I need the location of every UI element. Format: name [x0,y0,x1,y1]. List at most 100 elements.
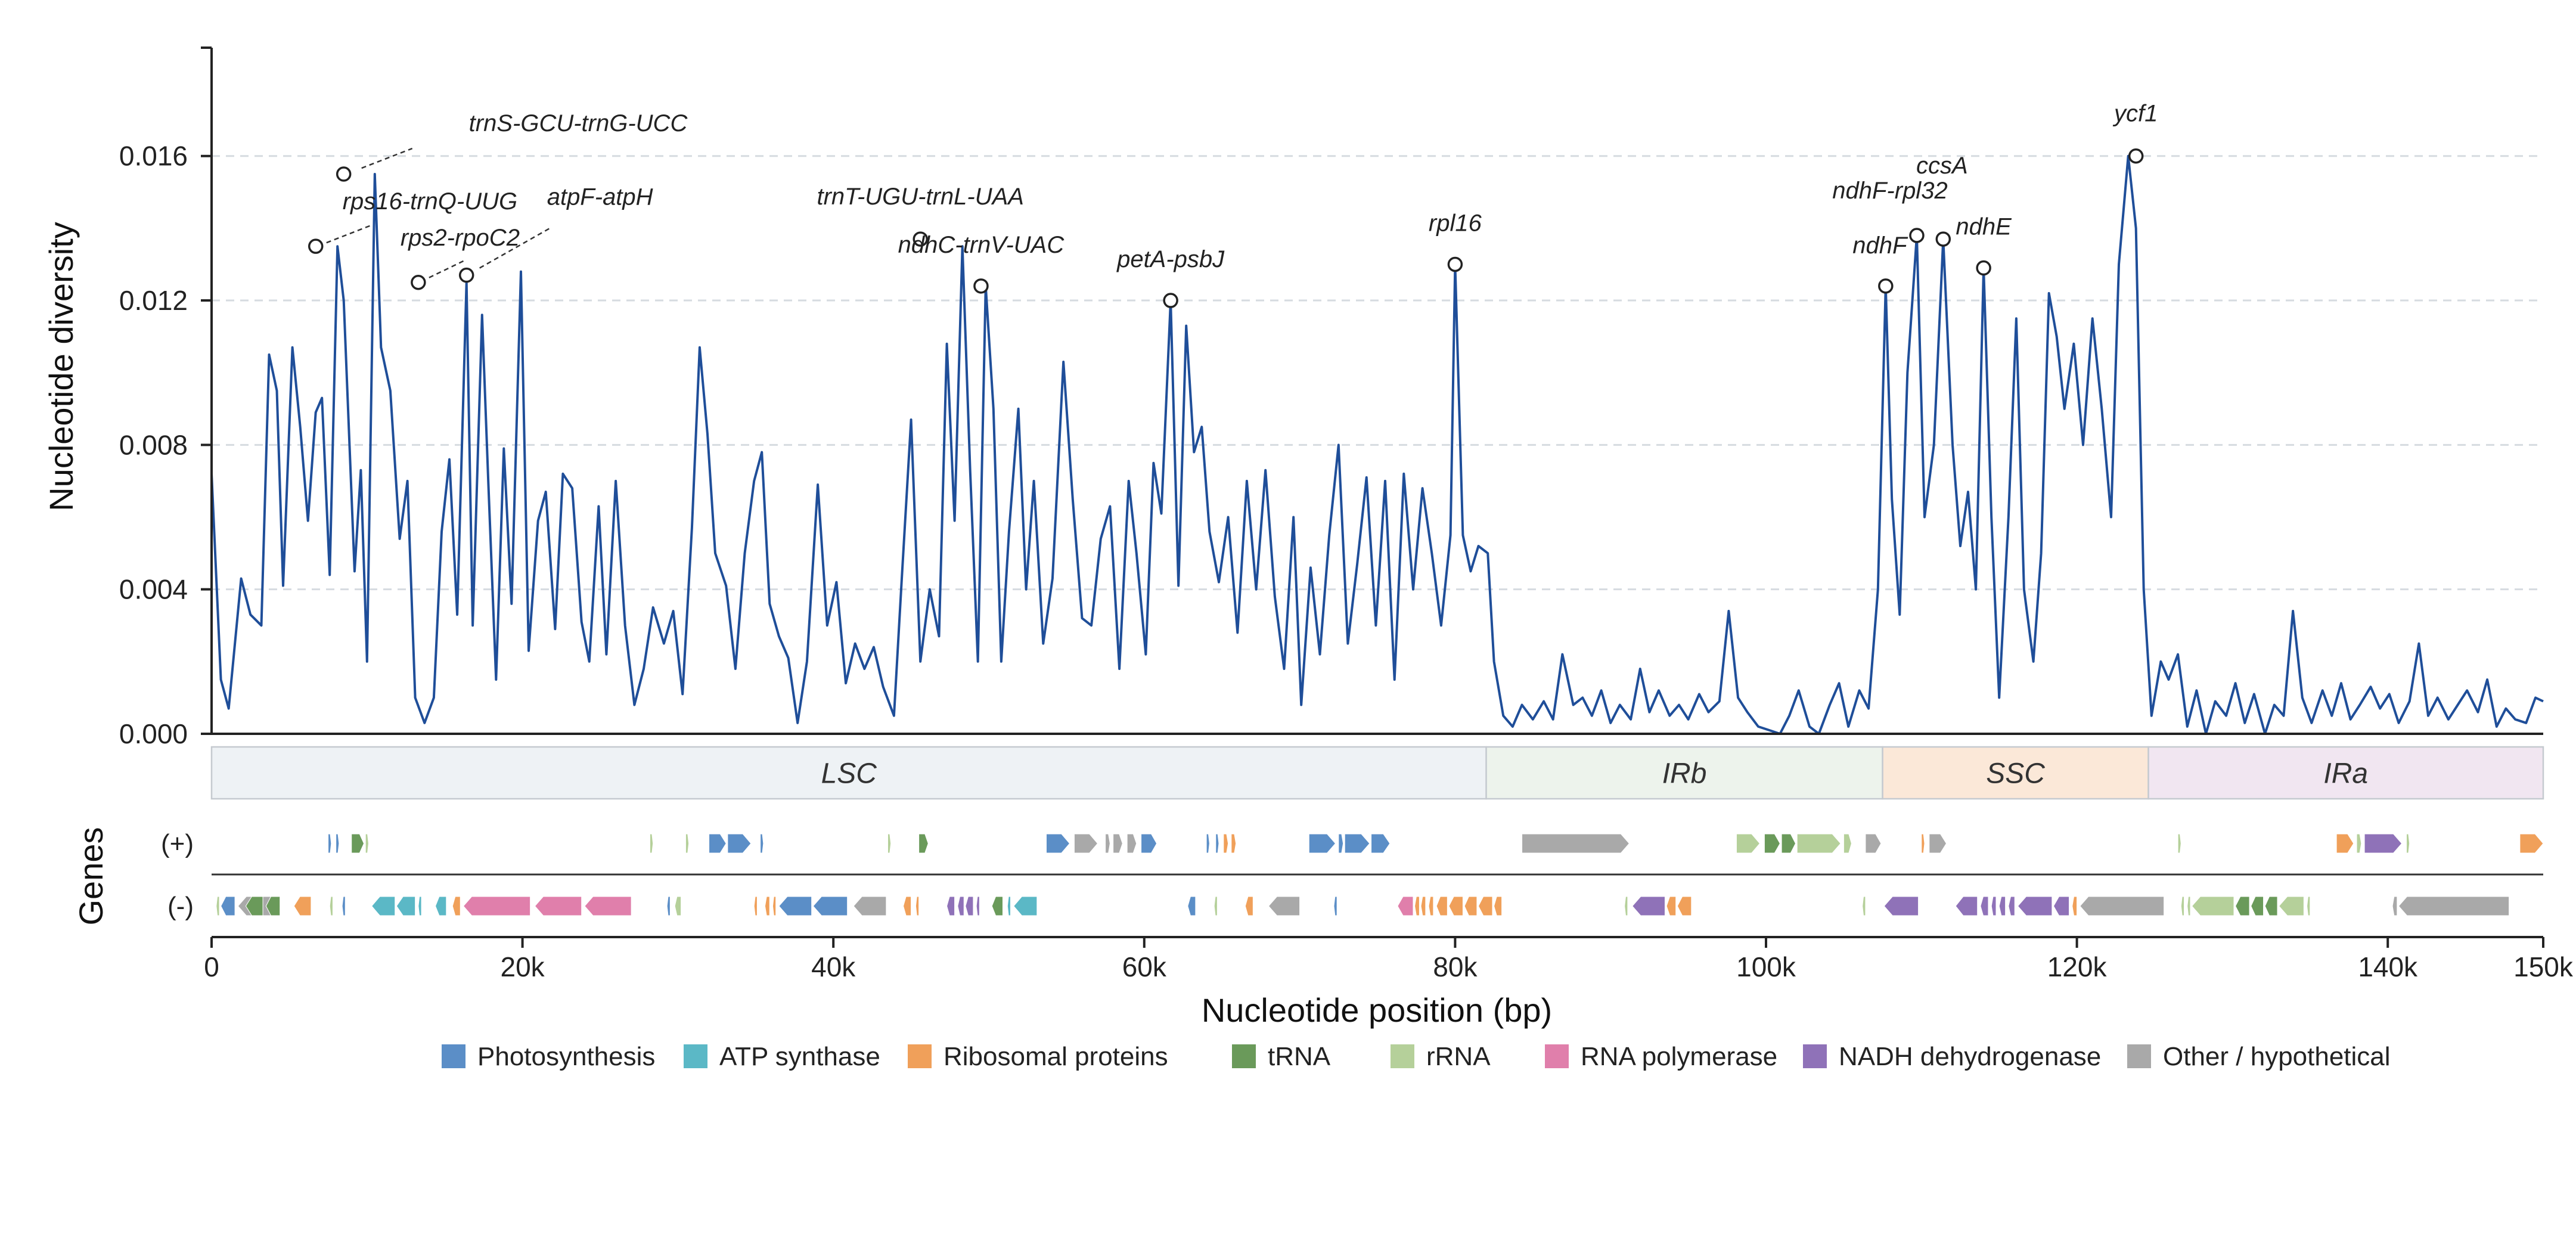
legend: Photosynthesis ATP synthase Ribosomal prot… [442,1042,2391,1071]
peak-marker [1976,260,1991,276]
gene-minus-strand [435,896,447,916]
region-label: IRa [2323,758,2368,790]
peak-label: ccsA [1916,153,1968,179]
gene-plus-strand [1371,833,1391,854]
gene-plus-strand [918,833,929,854]
x-tick-label: 140k [2358,951,2418,982]
legend-swatch [684,1044,707,1068]
gene-minus-strand [265,896,281,916]
x-tick-label: 0 [204,951,219,982]
peak-label: atpF-atpH [547,184,653,210]
gene-minus-strand [976,896,980,916]
gene-minus-strand [1998,896,2006,916]
gene-minus-strand [1991,896,1997,916]
gene-plus-strand [1344,833,1370,854]
region-block [1882,746,2149,800]
peak-leader-line [479,227,552,269]
gene-minus-strand [965,896,974,916]
region-bar: LSC IRb SSC IRa [210,746,2544,800]
gene-plus-strand [1231,833,1237,854]
legend-label: Photosynthesis [477,1042,655,1071]
gene-minus-strand [812,896,848,916]
gene-plus-strand [1045,833,1070,854]
gene-minus-strand [1420,896,1426,916]
strand-label-minus: (-) [167,892,194,921]
gene-plus-strand [2336,833,2354,854]
genes-track-title: Genes [72,827,110,926]
gene-plus-strand [1126,833,1137,854]
gene-plus-strand [2364,833,2403,854]
gene-minus-strand [1244,896,1253,916]
gene-tracks: (+) (-) [161,829,2544,921]
peak-marker [458,267,474,283]
gene-minus-strand [2235,896,2250,916]
gene-minus-strand [371,896,396,916]
peak-label: ndhF [1852,232,1908,259]
peak-marker [308,238,324,254]
gene-minus-strand [396,896,416,916]
peak-label: ndhE [1956,214,2012,240]
y-tick-label: 0.008 [119,429,188,460]
x-tick-label: 60k [1122,951,1167,982]
gene-minus-strand [1333,896,1337,916]
diversity-series-line [210,154,2544,735]
gene-minus-strand [764,896,770,916]
gene-minus-strand [915,896,920,916]
x-axis-title: Nucleotide position (bp) [1202,991,1552,1029]
gene-minus-strand [245,896,263,916]
peak-label: ndhF-rpl32 [1832,178,1947,204]
peak-annotations: trnS-GCU-trnG-UCC rps16-trnQ-UUG atpF-atpH… [308,101,2158,308]
x-tick-label: 80k [1433,951,1478,982]
legend-swatch [908,1044,932,1068]
gene-minus-strand [1980,896,1989,916]
gene-minus-strand [2191,896,2234,916]
gene-minus-strand [1632,896,1665,916]
gene-minus-strand [753,896,758,916]
gene-plus-strand [351,833,365,854]
gene-plus-strand [1522,833,1630,854]
gene-minus-strand [418,896,422,916]
y-tick-label: 0.016 [119,141,188,172]
x-tick-label: 40k [811,951,856,982]
legend-swatch [1232,1044,1256,1068]
gene-plus-strand [1215,833,1219,854]
gene-minus-strand [666,896,671,916]
peak-marker [411,275,426,290]
gene-minus-strand [584,896,632,916]
gene-minus-strand [2180,896,2185,916]
y-axis-title: Nucleotide diversity [42,222,80,511]
gene-plus-strand [2519,833,2544,854]
gene-plus-strand [1105,833,1110,854]
peak-label: rps16-trnQ-UUG [343,188,517,215]
gene-plus-strand [1206,833,1210,854]
gene-minus-strand [946,896,955,916]
legend-label: RNA polymerase [1581,1042,1777,1071]
gene-minus-strand [2053,896,2070,916]
peak-leader-line [361,147,413,169]
peak-marker [1163,293,1178,308]
legend-swatch [442,1044,465,1068]
region-label: IRb [1662,758,1707,790]
y-tick-label: 0.012 [119,285,188,316]
peak-label: ycf1 [2112,101,2158,127]
gene-plus-strand [336,833,340,854]
gene-minus-strand [2187,896,2191,916]
gene-plus-strand [760,833,764,854]
gene-plus-strand [1781,833,1796,854]
peak-label: petA-psbJ [1116,246,1225,272]
peak-marker [913,231,928,247]
gene-minus-strand [2392,896,2398,916]
x-tick-label: 150k [2513,951,2574,982]
gene-minus-strand [1666,896,1677,916]
region-block [210,746,1487,800]
axes: 0.000 0.004 0.008 0.012 0.016 0 20k 40k 60k 80k 10… [119,46,2574,982]
gene-minus-strand [2072,896,2078,916]
gene-plus-strand [1308,833,1336,854]
gene-minus-strand [778,896,812,916]
gene-minus-strand [534,896,582,916]
peak-label: rps2-rpoC2 [401,225,520,251]
legend-swatch [1545,1044,1569,1068]
gene-minus-strand [463,896,531,916]
gene-minus-strand [957,896,964,916]
